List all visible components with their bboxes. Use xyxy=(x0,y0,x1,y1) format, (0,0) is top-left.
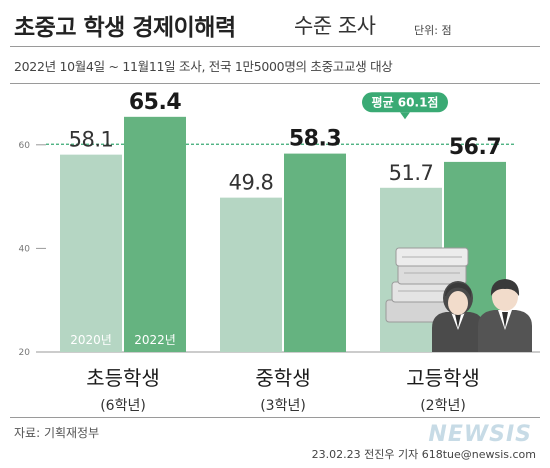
legend-label-2020: 2020년 xyxy=(70,333,112,347)
chart-title: 초중고 학생 경제이해력 xyxy=(14,15,236,41)
subtitle-divider xyxy=(10,83,540,84)
value-label: 51.7 xyxy=(389,161,434,185)
average-badge xyxy=(362,92,448,113)
legend-label-2022: 2022년 xyxy=(134,333,176,347)
category-label: 초등학생 xyxy=(86,366,160,390)
value-label: 49.8 xyxy=(229,171,274,195)
value-label: 58.1 xyxy=(69,128,114,152)
header-divider xyxy=(10,46,540,47)
subtitle: 2022년 10월4일 ~ 11월11일 조사, 전국 1만5000명의 초중고… xyxy=(14,59,393,74)
source-note: 자료: 기획재정부 xyxy=(14,426,100,440)
bar-2020 xyxy=(60,154,122,352)
x-axis-labels: 초등학생 (6학년) 중학생 (3학년) 고등학생 (2학년) xyxy=(86,366,480,414)
category-note: (3학년) xyxy=(260,398,306,414)
category-note: (2학년) xyxy=(420,398,466,414)
unit-label: 단위: 점 xyxy=(414,24,452,37)
student-girl-icon xyxy=(432,281,484,352)
average-reference: 평균 60.1점 xyxy=(46,92,514,145)
chart-title-suffix: 수준 조사 xyxy=(294,14,376,38)
value-label: 65.4 xyxy=(129,90,181,115)
category-label: 중학생 xyxy=(255,366,310,390)
bar-2020 xyxy=(220,197,282,352)
student-boy-icon xyxy=(478,279,532,352)
average-label: 평균 60.1점 xyxy=(372,94,439,109)
value-label: 58.3 xyxy=(289,127,341,152)
average-badge-pointer xyxy=(400,112,410,120)
category-label: 고등학생 xyxy=(406,366,480,390)
y-tick-label: 20 xyxy=(19,348,31,358)
category-note: (6학년) xyxy=(100,398,146,414)
bar-2022 xyxy=(124,116,186,352)
footer-divider xyxy=(10,417,540,418)
credit-line: 23.02.23 전진우 기자 618tue@newsis.com xyxy=(311,448,536,461)
newsis-watermark: NEWSIS xyxy=(428,422,532,447)
y-tick-label: 40 xyxy=(19,244,31,254)
y-tick-label: 60 xyxy=(19,141,31,151)
students-illustration xyxy=(385,247,532,352)
value-label: 56.7 xyxy=(449,135,501,160)
y-axis-ticks: 20 40 60 xyxy=(19,141,31,358)
bar-2022 xyxy=(284,153,346,352)
